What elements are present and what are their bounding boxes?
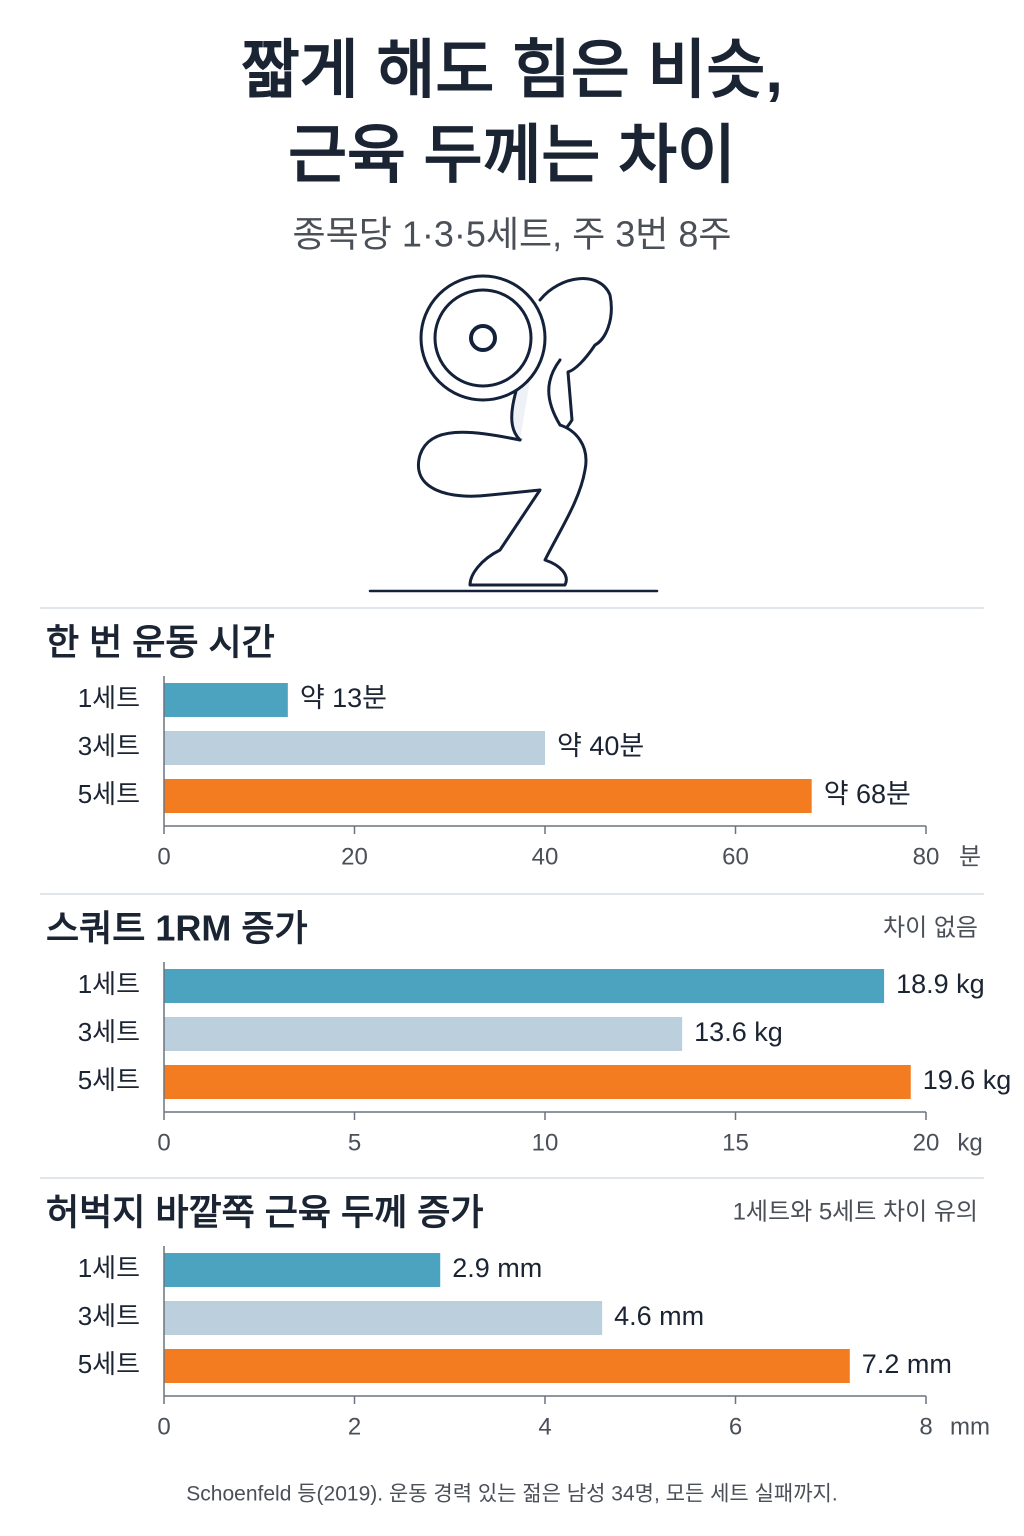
x-axis-unit: 분	[959, 843, 981, 870]
chart-title: 허벅지 바깥쪽 근육 두께 증가	[46, 1192, 483, 1233]
title-line: 짧게 해도 힘은 비슷,	[241, 34, 783, 106]
squat-illustration	[368, 274, 659, 593]
x-axis-unit: kg	[957, 1129, 982, 1156]
category-label: 5세트	[78, 1349, 140, 1379]
value-label: 18.9 kg	[896, 969, 985, 999]
bar	[164, 683, 288, 717]
x-tick-label: 4	[538, 1413, 551, 1440]
value-label: 19.6 kg	[923, 1065, 1012, 1095]
x-tick-label: 15	[722, 1129, 749, 1156]
bar	[164, 1017, 683, 1051]
category-label: 5세트	[78, 1065, 140, 1095]
value-label: 13.6 kg	[694, 1017, 783, 1047]
chart-note: 1세트와 5세트 차이 유의	[733, 1198, 978, 1225]
category-label: 5세트	[78, 779, 140, 809]
category-label: 1세트	[78, 683, 140, 713]
bar	[164, 1065, 911, 1099]
value-label: 약 68분	[824, 779, 911, 809]
value-label: 7.2 mm	[862, 1349, 952, 1379]
x-axis-unit: mm	[950, 1413, 990, 1440]
x-tick-label: 80	[913, 843, 940, 870]
x-tick-label: 8	[919, 1413, 932, 1440]
bar	[164, 779, 812, 813]
x-tick-label: 10	[532, 1129, 559, 1156]
x-tick-label: 20	[341, 843, 368, 870]
chart-note: 차이 없음	[883, 914, 978, 941]
bar	[164, 1349, 850, 1383]
bar	[164, 1253, 441, 1287]
value-label: 약 13분	[300, 683, 387, 713]
footnote: Schoenfeld 등(2019). 운동 경력 있는 젊은 남성 34명, …	[186, 1483, 837, 1506]
x-tick-label: 0	[157, 843, 170, 870]
bar	[164, 969, 885, 1003]
bar	[164, 1301, 603, 1335]
chart-title: 한 번 운동 시간	[46, 622, 275, 663]
category-label: 1세트	[78, 1253, 140, 1283]
x-tick-label: 40	[532, 843, 559, 870]
title-line: 근육 두께는 차이	[288, 119, 736, 191]
x-tick-label: 0	[157, 1129, 170, 1156]
x-tick-label: 60	[722, 843, 749, 870]
x-tick-label: 20	[913, 1129, 940, 1156]
chart-title: 스쿼트 1RM 증가	[46, 908, 308, 949]
x-tick-label: 0	[157, 1413, 170, 1440]
subtitle: 종목당 1·3·5세트, 주 3번 8주	[292, 214, 731, 255]
x-tick-label: 6	[729, 1413, 742, 1440]
category-label: 3세트	[78, 731, 140, 761]
value-label: 4.6 mm	[614, 1301, 704, 1331]
x-tick-label: 5	[348, 1129, 361, 1156]
category-label: 3세트	[78, 1301, 140, 1331]
category-label: 3세트	[78, 1017, 140, 1047]
category-label: 1세트	[78, 969, 140, 999]
value-label: 2.9 mm	[452, 1253, 542, 1283]
x-tick-label: 2	[348, 1413, 361, 1440]
bar	[164, 731, 545, 765]
value-label: 약 40분	[557, 731, 644, 761]
